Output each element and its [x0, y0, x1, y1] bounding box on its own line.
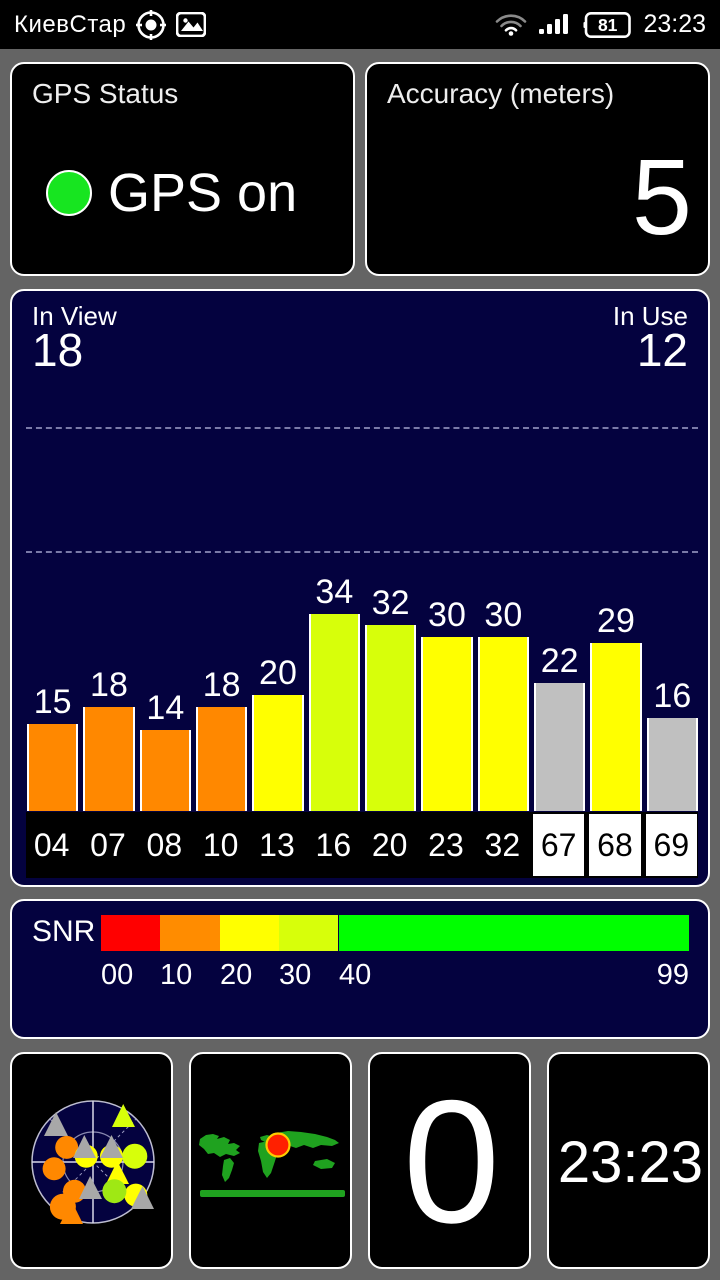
svg-text:81: 81 — [598, 15, 618, 35]
